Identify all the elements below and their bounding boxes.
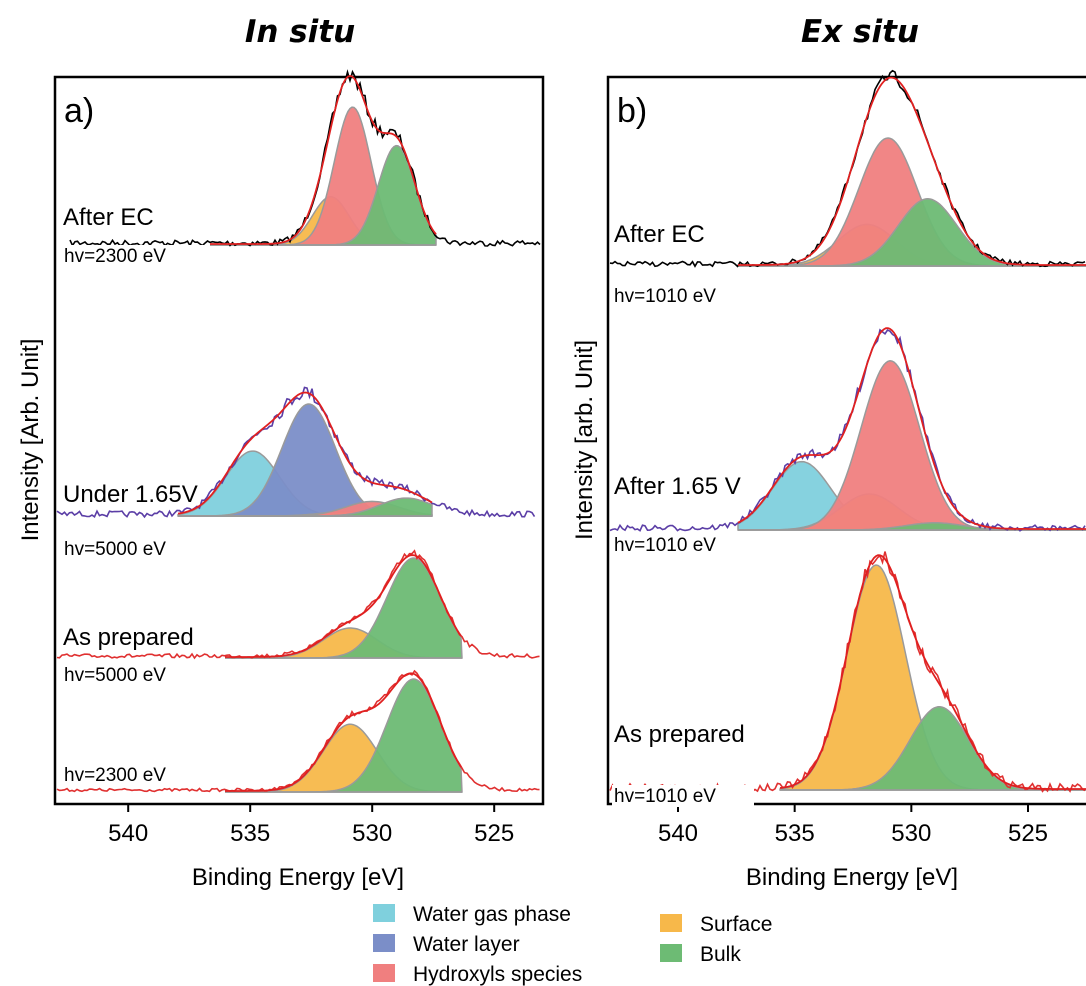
spectrum-label: After EC <box>614 221 705 248</box>
component-peak-bulk <box>738 198 1086 267</box>
panel-a-title: In situ <box>245 14 355 50</box>
x-tick-label: 530 <box>891 820 931 847</box>
photon-energy-label-bg <box>62 538 204 560</box>
legend-label-hydroxyls: Hydroxyls species <box>413 963 582 986</box>
plot-layer: 540 535 530 525 After EC hv=2300 eV Under 1.65… <box>56 69 1086 847</box>
photon-energy-label-bg <box>612 285 754 307</box>
legend-label-surface: Surface <box>700 913 772 936</box>
raw-spectrum-line <box>56 386 536 519</box>
fit-envelope-line <box>177 391 433 515</box>
fit-envelope-line <box>225 672 462 792</box>
x-tick-label: 535 <box>775 820 815 847</box>
raw-spectrum-line <box>69 69 541 248</box>
photon-energy-label: hv=1010 eV <box>614 535 716 556</box>
photon-energy-label-bg <box>62 664 204 686</box>
panel-a-frame <box>53 75 545 806</box>
spectrum-label: As prepared <box>63 624 194 651</box>
fit-envelope-line <box>225 554 462 658</box>
legend-swatch-hydroxyls <box>373 964 395 982</box>
photon-energy-label-bg <box>62 245 204 267</box>
spectrum-label: As prepared <box>614 721 745 748</box>
x-tick-label: 535 <box>230 820 270 847</box>
panel-a-plot: 540 535 530 525 After EC hv=2300 eV Under 1.65… <box>56 69 541 847</box>
x-tick-label: 525 <box>1008 820 1048 847</box>
panel-a-letter: a) <box>64 92 94 130</box>
photon-energy-label: hv=2300 eV <box>64 246 166 267</box>
legend-swatch-water-layer <box>373 934 395 952</box>
photon-energy-label-bg <box>62 764 204 786</box>
legend-swatch-bulk <box>660 944 682 962</box>
x-tick-label: 530 <box>352 820 392 847</box>
legend-label-water-layer: Water layer <box>413 933 520 956</box>
legend-label-bulk: Bulk <box>700 943 741 966</box>
panel-b-plot: 540 535 530 525 After EC hv=1010 eV After 1.65… <box>609 69 1086 847</box>
legend-swatch-water-gas <box>373 904 395 922</box>
panel-b-xlabel: Binding Energy [eV] <box>746 864 958 891</box>
photon-energy-label-bg <box>612 534 754 556</box>
panel-b-ylabel: Intensity [arb. Unit] <box>571 340 598 540</box>
x-tick-label: 540 <box>658 820 698 847</box>
legend-label-water-gas: Water gas phase <box>413 903 571 926</box>
x-tick-label: 540 <box>108 820 148 847</box>
panel-b-title: Ex situ <box>801 14 919 50</box>
x-tick-label: 525 <box>474 820 514 847</box>
photon-energy-label: hv=5000 eV <box>64 665 166 686</box>
panel-b-letter: b) <box>617 92 647 130</box>
fit-envelope-line <box>779 554 1086 790</box>
legend: Water gas phase Water layer Hydroxyls sp… <box>373 903 772 986</box>
photon-energy-label: hv=5000 eV <box>64 539 166 560</box>
legend-swatch-surface <box>660 914 682 932</box>
spectrum-label: After EC <box>63 204 154 231</box>
spectrum-label: After 1.65 V <box>614 473 741 500</box>
photon-energy-label: hv=1010 eV <box>614 786 716 807</box>
spectrum-label: Under 1.65V <box>63 481 198 508</box>
panel-b-frame <box>606 75 1086 806</box>
photon-energy-label: hv=2300 eV <box>64 765 166 786</box>
panel-a-ylabel: Intensity [Arb. Unit] <box>17 339 44 542</box>
fit-envelope-line <box>738 76 1086 266</box>
panel-a-xlabel: Binding Energy [eV] <box>192 864 404 891</box>
photon-energy-label-bg <box>612 785 754 807</box>
fit-envelope-line <box>737 327 1086 530</box>
photon-energy-label: hv=1010 eV <box>614 286 716 307</box>
fit-envelope-line <box>210 74 437 245</box>
